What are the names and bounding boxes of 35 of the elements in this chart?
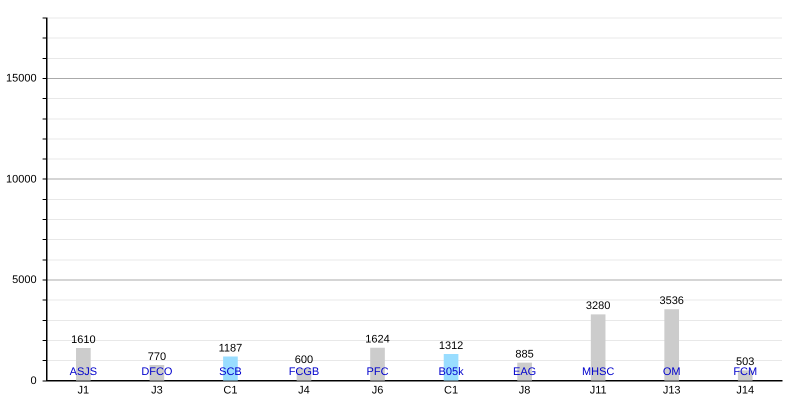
data-label: 600 (294, 354, 314, 366)
y-tick-label: 10000 (6, 173, 37, 186)
x-tick-label: C1 (444, 384, 458, 396)
x-tick-label: J1 (78, 384, 90, 396)
annotation: PFC (366, 366, 389, 378)
x-tick-label: J3 (151, 384, 163, 396)
annotation: OM (662, 366, 681, 378)
x-tick-label: J4 (298, 384, 310, 396)
data-label: 503 (736, 356, 754, 368)
annotation: DFCO (141, 366, 173, 378)
annotation: FCM (733, 366, 758, 378)
y-tick-label: 5000 (12, 274, 37, 286)
y-tick-label: 0 (30, 374, 37, 387)
data-label: 770 (148, 350, 166, 363)
data-label: 3536 (659, 295, 684, 308)
data-label: 1312 (438, 340, 464, 352)
x-tick-label: J11 (590, 384, 607, 396)
x-tick-label: C1 (223, 384, 238, 396)
y-tick-label: 15000 (6, 72, 37, 84)
annotation: EAG (512, 366, 536, 378)
annotation: FCGB (288, 366, 320, 378)
annotation: ASJS (70, 366, 98, 378)
data-label: 1610 (71, 334, 96, 346)
annotation: B05k (438, 366, 464, 378)
x-tick-label: J8 (518, 384, 530, 396)
x-tick-label: J13 (662, 384, 681, 396)
x-tick-label: J6 (372, 384, 384, 396)
data-label: 1624 (365, 334, 390, 346)
bar (664, 309, 680, 381)
data-label: 885 (515, 348, 534, 360)
annotation: SCB (219, 366, 242, 378)
data-label: 3280 (586, 300, 610, 312)
data-label: 1187 (218, 342, 242, 354)
x-tick-label: J14 (736, 384, 754, 396)
annotation: MHSC (582, 366, 614, 378)
